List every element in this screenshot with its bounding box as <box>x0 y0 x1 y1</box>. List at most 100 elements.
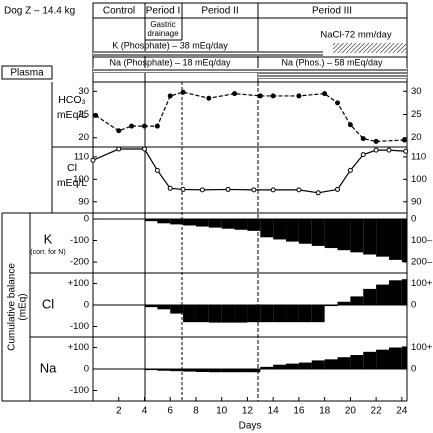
bar <box>286 305 299 323</box>
x-tick-label: 18 <box>319 406 331 417</box>
bar <box>157 219 171 224</box>
bar <box>337 357 351 369</box>
y2-tick-label: 100+ <box>411 342 433 353</box>
data-line <box>95 91 405 143</box>
y-tick-label: -100 <box>70 321 89 332</box>
bar <box>144 369 158 371</box>
bar <box>273 219 287 240</box>
data-point <box>232 91 238 97</box>
data-point <box>270 93 276 99</box>
data-point <box>154 123 160 129</box>
bar <box>247 369 261 373</box>
bar <box>221 219 235 229</box>
bar <box>195 305 209 323</box>
period-note: drainage <box>147 29 179 38</box>
bar <box>157 369 171 371</box>
data-point <box>225 186 231 192</box>
bar <box>247 305 261 323</box>
data-point <box>129 123 135 129</box>
data-point <box>141 146 147 152</box>
bar <box>170 305 184 314</box>
treatment-bar <box>93 51 323 56</box>
data-point <box>180 186 186 192</box>
data-point <box>116 146 122 152</box>
bar <box>260 305 274 323</box>
bar <box>286 363 299 369</box>
y2-tick-label: 200– <box>411 257 433 268</box>
treatment-bar <box>258 68 407 79</box>
data-point <box>322 91 328 97</box>
x-tick-label: 12 <box>242 406 254 417</box>
x-tick-label: 16 <box>293 406 305 417</box>
period: Control <box>103 6 135 17</box>
bar <box>144 219 158 222</box>
data-point <box>386 147 392 153</box>
bar <box>311 219 325 246</box>
y2-tick-label: 0 <box>411 214 416 225</box>
bar <box>298 219 312 244</box>
x-tick-label: 8 <box>193 406 199 417</box>
bar <box>208 219 222 228</box>
data-point <box>93 112 99 118</box>
period: Period III <box>312 6 352 17</box>
data-point <box>116 128 122 134</box>
treatment: Na (Phosphate) – 18 mEq/day <box>109 57 231 67</box>
x-tick-label: 20 <box>345 406 357 417</box>
bar <box>388 280 402 305</box>
y-tick-label: 100 <box>73 174 89 185</box>
period: Period II <box>201 6 238 17</box>
y2-tick-label: 0 <box>411 300 416 311</box>
y2-tick-label: 100– <box>411 235 433 246</box>
header-frame <box>92 2 408 83</box>
x-tick-label: 2 <box>116 406 122 417</box>
data-point <box>154 167 160 173</box>
y-axis-label: mEq/L <box>57 177 88 189</box>
data-point <box>296 93 302 99</box>
period: Period I <box>146 6 180 17</box>
data-point <box>251 187 257 193</box>
bar <box>221 369 235 373</box>
y2-tick-label: 25 <box>411 109 422 120</box>
x-tick-label: 10 <box>216 406 228 417</box>
y2-tick-label: 90 <box>411 196 422 207</box>
y-axis-label: mEq/L <box>57 109 88 121</box>
bar <box>388 219 402 260</box>
bar <box>324 305 338 307</box>
data-point <box>360 152 366 158</box>
bar <box>221 305 235 323</box>
bar <box>195 219 209 227</box>
bar <box>350 296 364 305</box>
data-point <box>373 138 379 144</box>
bar <box>273 305 287 323</box>
bar <box>401 346 407 369</box>
treatment-bar <box>93 68 258 73</box>
x-tick-label: 6 <box>167 406 173 417</box>
data-point <box>335 100 341 106</box>
bar <box>298 305 312 323</box>
bar <box>350 355 364 369</box>
y-tick-label: +100 <box>68 342 89 353</box>
data-point <box>180 89 186 95</box>
x-tick-label: 24 <box>396 406 408 417</box>
bar <box>350 219 364 253</box>
bar <box>311 305 325 323</box>
data-point <box>257 93 263 99</box>
bar <box>401 279 407 305</box>
data-point <box>206 95 212 101</box>
data-point <box>315 190 321 196</box>
y-tick-label: -100 <box>70 235 89 246</box>
treatment: NaCl-72 mm/day <box>320 30 392 41</box>
y-axis-label: Na <box>40 360 57 375</box>
bar <box>234 305 248 323</box>
bar <box>183 219 196 226</box>
data-point <box>167 93 173 99</box>
y-tick-label: 30 <box>78 86 89 97</box>
y-tick-label: 20 <box>78 132 89 143</box>
bar <box>208 369 222 373</box>
data-point <box>347 167 353 173</box>
y-tick-label: -100 <box>70 385 89 396</box>
bar <box>324 219 338 249</box>
bar <box>234 219 248 230</box>
bar <box>144 305 158 308</box>
